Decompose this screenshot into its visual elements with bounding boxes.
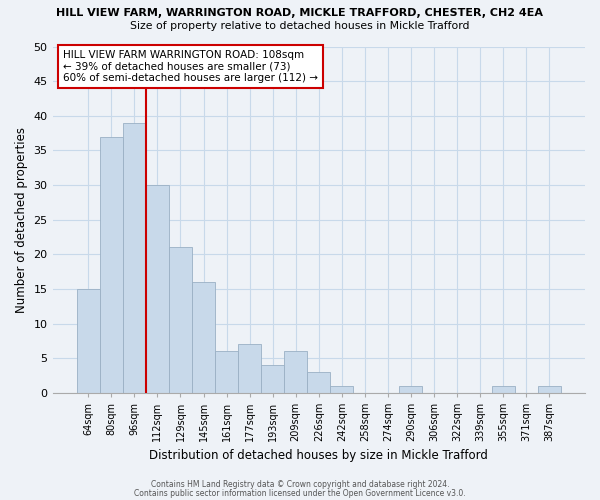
Bar — [215, 351, 238, 393]
Bar — [307, 372, 330, 393]
Bar — [100, 136, 123, 393]
Text: HILL VIEW FARM, WARRINGTON ROAD, MICKLE TRAFFORD, CHESTER, CH2 4EA: HILL VIEW FARM, WARRINGTON ROAD, MICKLE … — [56, 8, 544, 18]
Bar — [400, 386, 422, 393]
Y-axis label: Number of detached properties: Number of detached properties — [15, 126, 28, 312]
Bar — [491, 386, 515, 393]
Bar — [169, 248, 192, 393]
Bar — [77, 289, 100, 393]
Text: Size of property relative to detached houses in Mickle Trafford: Size of property relative to detached ho… — [130, 21, 470, 31]
Bar — [284, 351, 307, 393]
Bar — [123, 122, 146, 393]
Text: Contains public sector information licensed under the Open Government Licence v3: Contains public sector information licen… — [134, 489, 466, 498]
Bar — [330, 386, 353, 393]
Bar — [238, 344, 261, 393]
Text: Contains HM Land Registry data © Crown copyright and database right 2024.: Contains HM Land Registry data © Crown c… — [151, 480, 449, 489]
Bar — [146, 185, 169, 393]
Bar — [538, 386, 561, 393]
Bar — [261, 365, 284, 393]
Bar — [192, 282, 215, 393]
Text: HILL VIEW FARM WARRINGTON ROAD: 108sqm
← 39% of detached houses are smaller (73): HILL VIEW FARM WARRINGTON ROAD: 108sqm ←… — [63, 50, 318, 83]
X-axis label: Distribution of detached houses by size in Mickle Trafford: Distribution of detached houses by size … — [149, 450, 488, 462]
